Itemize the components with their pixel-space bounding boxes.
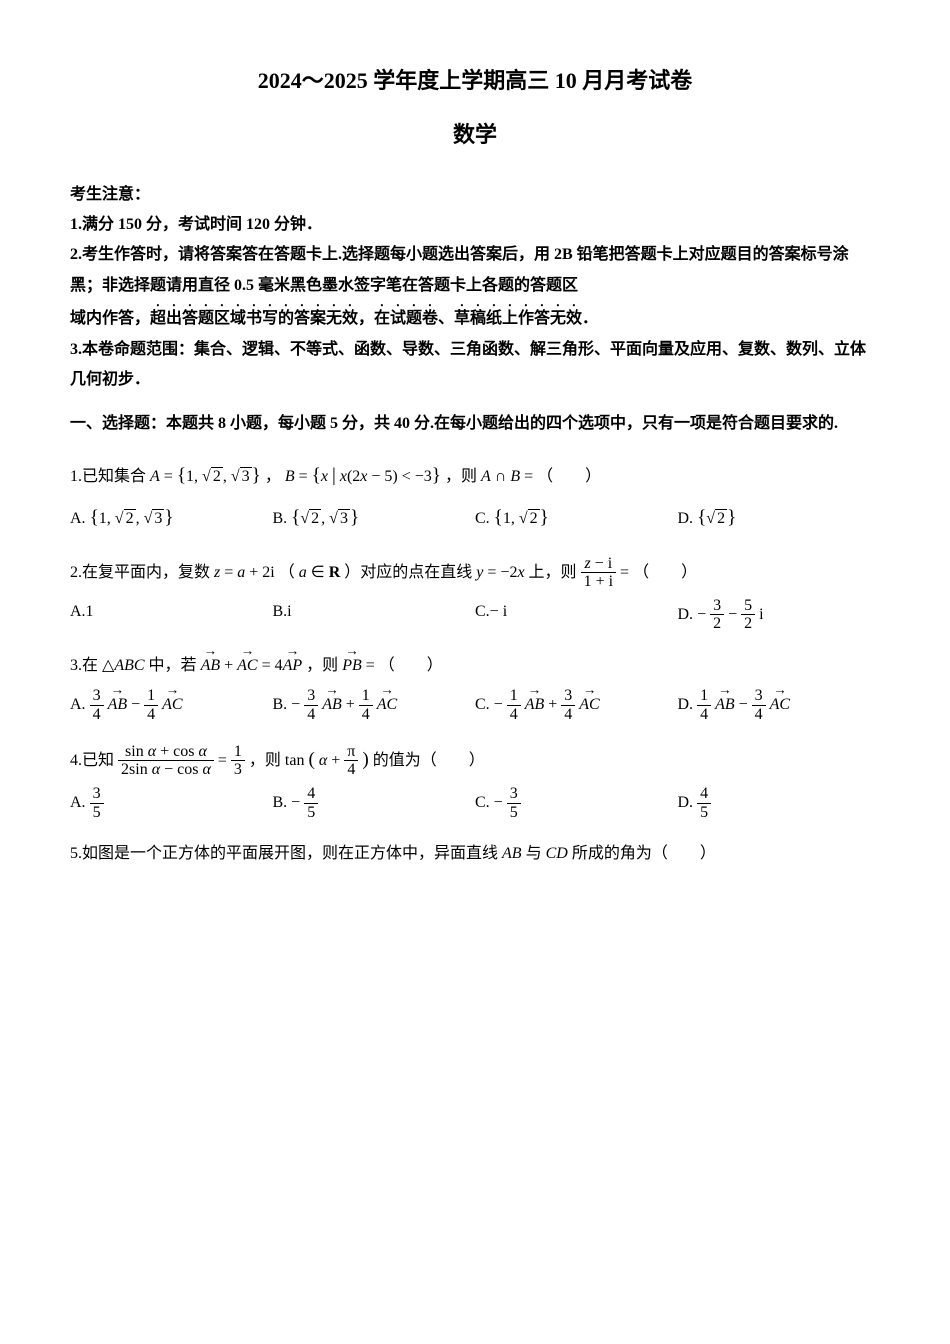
q2-stem-b: （ [279, 563, 295, 580]
q1-setA: A = {1, √2, √3} [150, 468, 265, 485]
q3-opt-D: D. 14 AB − 34 AC [678, 687, 881, 723]
q2-line: y = −2x [476, 563, 524, 580]
notice-2b-post: ． [582, 310, 598, 327]
q2-z: z = a + 2i [214, 563, 275, 580]
q4-stem-a: 4.已知 [70, 752, 118, 769]
q4-stem-b: ，则 [249, 752, 285, 769]
q3-PB: PB = [342, 657, 379, 674]
q1-opt-D: D. {√2} [678, 500, 881, 536]
q2-blank: （ ） [633, 563, 697, 580]
question-4: 4.已知 sin α + cos α 2sin α − cos α = 13 ，… [70, 742, 880, 779]
q3-stem-a: 3.在 [70, 657, 98, 674]
q2-eq: = [620, 563, 633, 580]
q3-stem-c: ，则 [306, 657, 342, 674]
q5-AB: AB [502, 845, 522, 862]
q2-options: A.1 B.i C.− i D. − 32 − 52 i [70, 597, 880, 633]
question-1: 1.已知集合 A = {1, √2, √3} ， B = {x | x(2x −… [70, 458, 880, 494]
notice-2b-dotted: 超出答题区域书写的答案无效，在试题卷、草稿纸上作答无效 [150, 310, 582, 327]
q2-opt-B: B.i [273, 597, 476, 633]
q2-frac: z − i 1 + i [581, 555, 616, 591]
q3-options: A. 34 AB − 14 AC B. − 34 AB + 14 AC C. −… [70, 687, 880, 723]
q1-opt-C: C. {1, √2} [475, 500, 678, 536]
section-1-head: 一、选择题：本题共 8 小题，每小题 5 分，共 40 分.在每小题给出的四个选… [70, 409, 880, 439]
question-2: 2.在复平面内，复数 z = a + 2i （ a ∈ R ）对应的点在直线 y… [70, 555, 880, 591]
notice-label: 考生注意： [70, 180, 880, 210]
q5-stem-post: 所成的角为（ ） [568, 845, 716, 862]
q3-stem-b: 中，若 [149, 657, 201, 674]
q4-lhs: sin α + cos α 2sin α − cos α [118, 743, 214, 779]
q2-stem-c: ）对应的点在直线 [344, 563, 476, 580]
q3-opt-C: C. − 14 AB + 34 AC [475, 687, 678, 723]
q4-rhs: 13 [231, 743, 245, 779]
q1-stem-b: ， [265, 468, 281, 485]
q2-opt-A: A.1 [70, 597, 273, 633]
q1-stem-c: ，则 [445, 468, 481, 485]
q2-opt-C: C.− i [475, 597, 678, 633]
notice-2b: 域内作答，超出答题区域书写的答案无效，在试题卷、草稿纸上作答无效． [70, 301, 880, 334]
q4-tan: tan [285, 752, 305, 769]
question-5: 5.如图是一个正方体的平面展开图，则在正方体中，异面直线 AB 与 CD 所成的… [70, 839, 880, 869]
q2-stem-d: 上，则 [529, 563, 581, 580]
q1-AcapB: A ∩ B = [481, 468, 537, 485]
q3-opt-A: A. 34 AB − 14 AC [70, 687, 273, 723]
q1-setB: B = {x | x(2x − 5) < −3} [285, 468, 445, 485]
q3-opt-B: B. − 34 AB + 14 AC [273, 687, 476, 723]
q1-stem-a: 1.已知集合 [70, 468, 150, 485]
notice-3: 3.本卷命题范围：集合、逻辑、不等式、函数、导数、三角函数、解三角形、平面向量及… [70, 335, 880, 396]
q5-stem-pre: 5.如图是一个正方体的平面展开图，则在正方体中，异面直线 [70, 845, 502, 862]
notice-1: 1.满分 150 分，考试时间 120 分钟． [70, 210, 880, 240]
exam-title: 2024～2025 学年度上学期高三 10 月月考试卷 [70, 60, 880, 102]
q4-options: A. 35 B. − 45 C. − 35 D. 45 [70, 785, 880, 821]
q3-eq1: AB + AC = 4AP [201, 657, 307, 674]
notice-2b-pre: 域内作答， [70, 310, 150, 327]
q1-blank: （ ） [537, 468, 601, 485]
exam-subject: 数学 [70, 114, 880, 156]
q4-opt-C: C. − 35 [475, 785, 678, 821]
q5-mid: 与 [522, 845, 546, 862]
q4-stem-c: 的值为（ ） [373, 752, 485, 769]
notice-2a: 2.考生作答时，请将答案答在答题卡上.选择题每小题选出答案后，用 2B 铅笔把答… [70, 240, 880, 301]
q4-opt-D: D. 45 [678, 785, 881, 821]
q4-opt-A: A. 35 [70, 785, 273, 821]
q1-opt-A: A. {1, √2, √3} [70, 500, 273, 536]
q3-tri: △ABC [102, 657, 145, 674]
q2-aR: a ∈ R [299, 563, 341, 580]
question-3: 3.在 △ABC 中，若 AB + AC = 4AP ，则 PB = （ ） [70, 651, 880, 681]
q1-opt-B: B. {√2, √3} [273, 500, 476, 536]
q3-blank: （ ） [379, 657, 443, 674]
q4-opt-B: B. − 45 [273, 785, 476, 821]
q2-stem-a: 2.在复平面内，复数 [70, 563, 214, 580]
q1-options: A. {1, √2, √3} B. {√2, √3} C. {1, √2} D.… [70, 500, 880, 536]
q5-CD: CD [546, 845, 568, 862]
q2-opt-D: D. − 32 − 52 i [678, 597, 881, 633]
